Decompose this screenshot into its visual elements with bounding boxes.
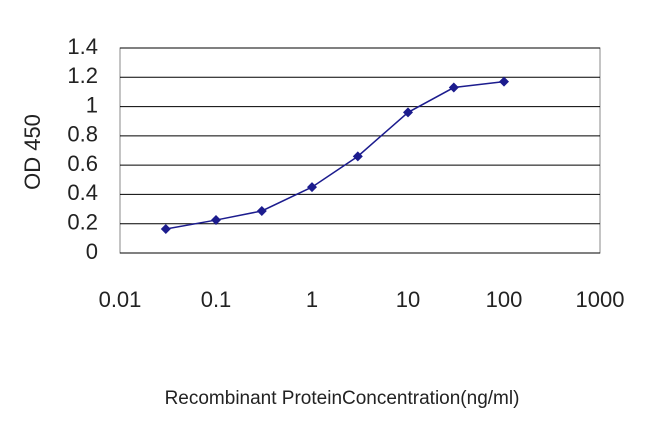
y-axis-label: OD 450 xyxy=(20,114,45,190)
plot-area xyxy=(119,47,601,254)
x-tick-label: 100 xyxy=(486,287,523,312)
y-tick-label: 0.6 xyxy=(67,151,98,176)
data-point xyxy=(448,82,459,93)
data-point xyxy=(160,223,171,234)
data-point xyxy=(256,205,267,216)
y-tick-label: 0.4 xyxy=(67,180,98,205)
y-tick-label: 0.8 xyxy=(67,122,98,147)
y-tick-label: 1.4 xyxy=(67,34,98,59)
x-tick-label: 1 xyxy=(306,287,318,312)
y-tick-label: 0 xyxy=(86,239,98,264)
x-tick-label: 0.1 xyxy=(201,287,232,312)
x-axis-label: Recombinant ProteinConcentration(ng/ml) xyxy=(165,388,520,409)
x-tick-label: 0.01 xyxy=(99,287,142,312)
data-point xyxy=(307,182,317,193)
x-tick-label: 10 xyxy=(396,287,420,312)
data-line xyxy=(165,80,505,230)
data-point xyxy=(352,151,363,162)
data-point xyxy=(403,107,413,118)
data-point xyxy=(499,76,509,87)
y-tick-label: 1.2 xyxy=(67,63,98,88)
data-point xyxy=(211,215,221,226)
y-tick-label: 1 xyxy=(86,92,98,117)
x-tick-label: 1000 xyxy=(576,287,625,312)
y-tick-label: 0.2 xyxy=(67,210,98,235)
